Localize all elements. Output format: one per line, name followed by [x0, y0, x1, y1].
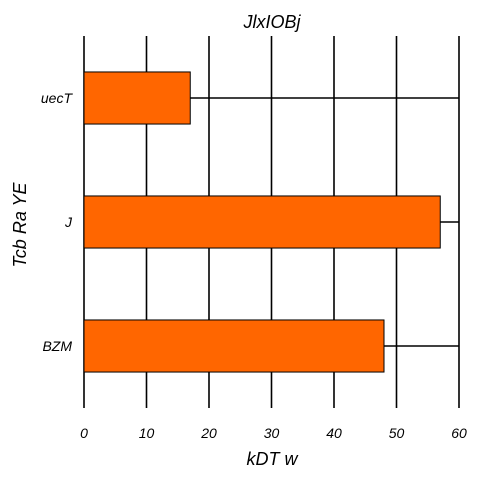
chart-title: JlxIOBj [242, 12, 301, 32]
y-tick-label: uecT [41, 90, 74, 106]
x-tick-label: 50 [389, 425, 405, 441]
y-axis-label: Tcb Ra YE [10, 181, 30, 267]
bars [83, 71, 441, 373]
y-tick-label: J [64, 214, 73, 230]
x-tick-label: 60 [451, 425, 467, 441]
bar-BZM [83, 319, 385, 373]
y-tick-label: BZM [42, 338, 72, 354]
bar-J [83, 195, 441, 249]
x-tick-label: 10 [139, 425, 155, 441]
x-tick-label: 30 [264, 425, 280, 441]
x-tick-label: 0 [80, 425, 88, 441]
x-tick-label: 40 [326, 425, 342, 441]
x-axis-label: kDT w [247, 449, 299, 469]
x-tick-labels: 0 10 20 30 40 50 60 [80, 425, 467, 441]
bar-uecT [83, 71, 191, 125]
x-tick-label: 20 [200, 425, 217, 441]
y-tick-labels: uecT J BZM [41, 90, 74, 354]
